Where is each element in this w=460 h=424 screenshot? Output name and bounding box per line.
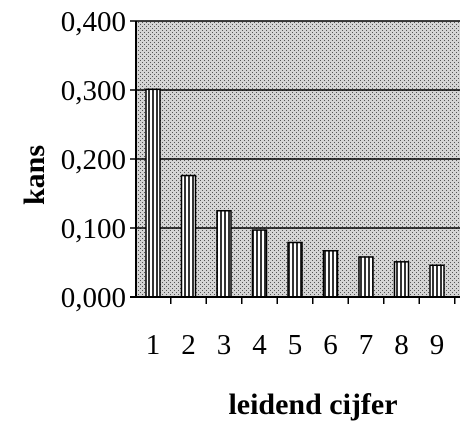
bar	[393, 261, 410, 298]
y-tick-label: 0,200	[61, 144, 126, 176]
x-tick-label: 8	[394, 329, 409, 361]
x-tick-label: 5	[288, 329, 303, 361]
axes	[130, 20, 460, 304]
x-tick-label: 7	[359, 329, 374, 361]
bar	[251, 229, 268, 298]
bar	[180, 174, 197, 298]
x-axis-title: leidend cijfer	[228, 388, 397, 421]
bar	[358, 256, 374, 298]
y-tick-label: 0,100	[61, 213, 126, 245]
y-tick-label: 0,000	[61, 282, 126, 314]
bars	[145, 88, 445, 298]
y-axis-title: kans	[18, 145, 51, 205]
x-tick-label: 6	[323, 329, 338, 361]
bar	[287, 241, 303, 298]
bar	[429, 264, 445, 298]
x-tick-label: 9	[430, 329, 445, 361]
x-tick-label: 1	[146, 329, 161, 361]
y-tick-label: 0,400	[61, 6, 126, 38]
bar	[216, 210, 232, 298]
x-tick-label: 4	[252, 329, 267, 361]
x-tick-label: 2	[181, 329, 196, 361]
y-tick-labels: 0,000 0,100 0,200 0,300 0,400	[61, 6, 126, 314]
x-tick-label: 3	[217, 329, 232, 361]
bar	[322, 250, 339, 298]
y-tick-label: 0,300	[61, 75, 126, 107]
bar	[145, 88, 161, 298]
